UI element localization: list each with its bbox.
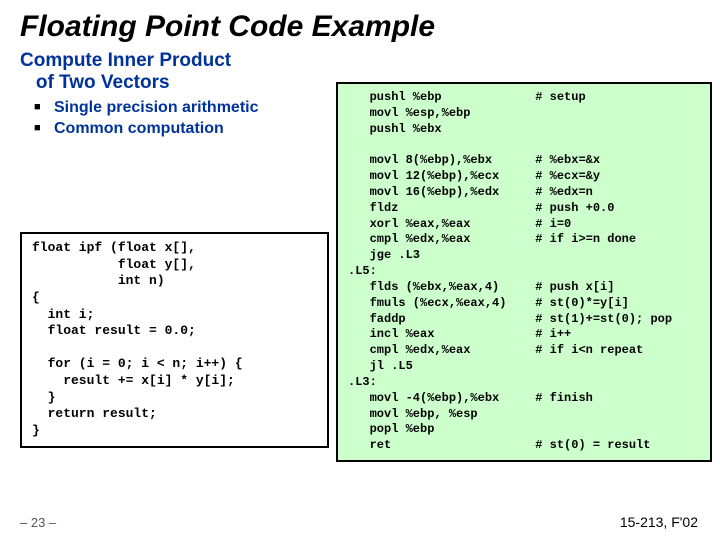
bullet-item: Common computation — [34, 119, 320, 138]
c-code-box: float ipf (float x[], float y[], int n) … — [20, 232, 329, 448]
left-column: Compute Inner Product of Two Vectors Sin… — [20, 50, 320, 138]
c-code: float ipf (float x[], float y[], int n) … — [32, 240, 317, 440]
asm-code-box: pushl %ebp # setup movl %esp,%ebp pushl … — [336, 82, 712, 462]
asm-code: pushl %ebp # setup movl %esp,%ebp pushl … — [348, 90, 700, 454]
subtitle-line2: of Two Vectors — [36, 72, 170, 93]
subtitle-line1: Compute Inner Product — [20, 50, 231, 71]
subtitle: Compute Inner Product of Two Vectors — [20, 50, 320, 94]
slide: Floating Point Code Example Compute Inne… — [0, 0, 720, 540]
course-tag: 15-213, F'02 — [620, 514, 698, 530]
slide-title: Floating Point Code Example — [20, 10, 700, 44]
bullet-item: Single precision arithmetic — [34, 98, 320, 117]
bullet-list: Single precision arithmetic Common compu… — [34, 98, 320, 138]
page-number: – 23 – — [20, 515, 56, 530]
